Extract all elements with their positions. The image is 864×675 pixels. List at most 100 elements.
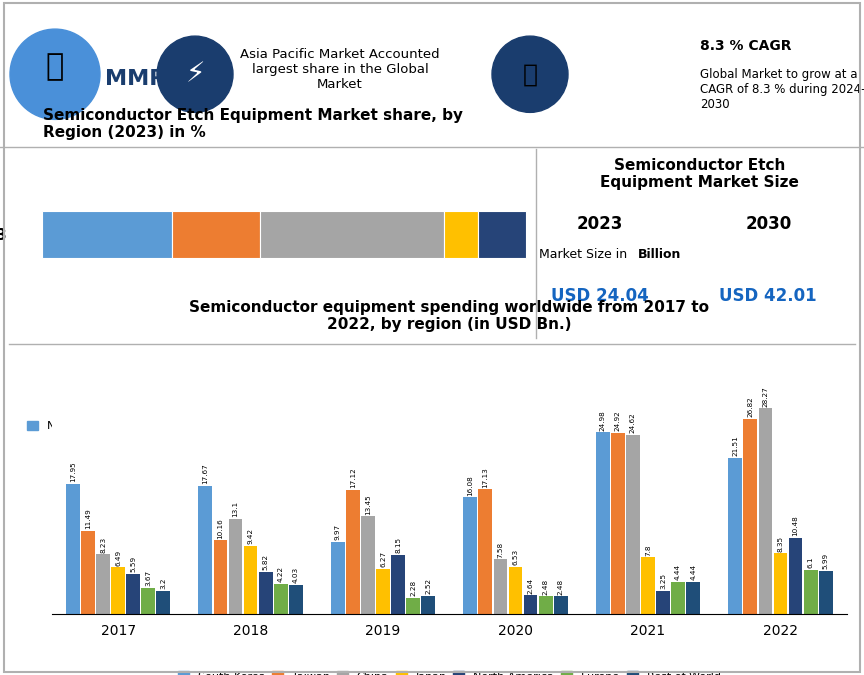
Text: 17.12: 17.12 (350, 467, 356, 488)
Text: 2.28: 2.28 (410, 580, 416, 596)
Text: 6.53: 6.53 (512, 549, 518, 565)
Circle shape (157, 36, 233, 112)
Text: 2.52: 2.52 (425, 578, 431, 595)
Circle shape (10, 29, 100, 119)
Text: 24.62: 24.62 (630, 412, 636, 433)
Text: 4.44: 4.44 (675, 564, 681, 580)
Bar (81, 531, 95, 614)
Text: 4.44: 4.44 (690, 564, 696, 580)
Text: 8.35: 8.35 (778, 536, 784, 552)
Bar (229, 519, 243, 614)
Text: 2.48: 2.48 (543, 578, 549, 595)
Bar (259, 211, 443, 258)
Text: 2.64: 2.64 (528, 577, 534, 593)
Bar (156, 591, 170, 614)
Bar (596, 432, 610, 614)
Text: MMR: MMR (105, 70, 166, 89)
Text: 6.1: 6.1 (808, 557, 814, 568)
Text: 17.13: 17.13 (482, 467, 488, 488)
Bar (641, 558, 655, 614)
Text: 17.95: 17.95 (70, 461, 76, 482)
Text: 2023: 2023 (577, 215, 624, 233)
Bar (479, 489, 492, 614)
Bar (361, 516, 375, 614)
Text: 9.97: 9.97 (335, 524, 341, 540)
Text: USD 42.01: USD 42.01 (720, 287, 817, 305)
Bar (376, 568, 390, 614)
Text: Billion: Billion (638, 248, 681, 261)
Text: 7.8: 7.8 (645, 545, 651, 556)
Bar (406, 597, 420, 614)
Text: 🌐: 🌐 (46, 52, 64, 81)
Bar (66, 483, 79, 614)
Circle shape (492, 36, 568, 112)
Bar (391, 555, 405, 614)
Text: 28.27: 28.27 (762, 386, 768, 407)
Text: ⚡: ⚡ (185, 60, 205, 88)
Text: 9.42: 9.42 (248, 528, 253, 544)
Text: 3.2: 3.2 (160, 578, 166, 589)
Text: 8.23: 8.23 (100, 537, 106, 553)
Bar (213, 540, 227, 614)
Bar (626, 435, 640, 614)
Text: 16.08: 16.08 (467, 475, 473, 495)
Text: Global Market to grow at a
CAGR of 8.3 % during 2024-
2030: Global Market to grow at a CAGR of 8.3 %… (700, 68, 864, 111)
Text: 4.22: 4.22 (277, 566, 283, 582)
Bar (509, 567, 523, 614)
Bar (686, 582, 700, 614)
Text: 5.82: 5.82 (263, 554, 269, 570)
Bar (656, 591, 670, 614)
Bar (289, 585, 302, 614)
Bar (244, 545, 257, 614)
Text: Asia Pacific Market Accounted
largest share in the Global
Market: Asia Pacific Market Accounted largest sh… (240, 48, 440, 90)
Text: 7.58: 7.58 (498, 541, 504, 558)
Text: 5.59: 5.59 (130, 556, 137, 572)
Text: Semiconductor Etch
Equipment Market Size: Semiconductor Etch Equipment Market Size (600, 158, 799, 190)
Text: 2030: 2030 (745, 215, 791, 233)
Bar (443, 211, 478, 258)
Bar (422, 596, 435, 614)
Text: 6.27: 6.27 (380, 551, 386, 567)
Bar (331, 541, 345, 614)
Bar (773, 554, 787, 614)
Text: 8.15: 8.15 (395, 537, 401, 554)
Bar (554, 596, 568, 614)
Text: 3.25: 3.25 (660, 573, 666, 589)
Bar (611, 433, 625, 614)
Bar (346, 489, 360, 614)
Bar (274, 583, 288, 614)
Legend: North America, Europe, Asia Pacific, MEA, South America: North America, Europe, Asia Pacific, MEA… (22, 416, 456, 436)
Bar (463, 497, 477, 614)
Bar (524, 595, 537, 614)
Bar (819, 570, 833, 614)
Legend: South Korea, Taiwan, China, Japan, North America, Europe, Rest of World: South Korea, Taiwan, China, Japan, North… (174, 667, 725, 675)
Text: 10.16: 10.16 (218, 518, 224, 539)
Bar (539, 596, 553, 614)
Text: 21.51: 21.51 (733, 435, 739, 456)
Bar (671, 582, 685, 614)
Bar (258, 572, 272, 614)
Bar (172, 211, 259, 258)
Text: 11.49: 11.49 (85, 508, 91, 529)
Bar (804, 570, 817, 614)
Bar (728, 458, 742, 614)
Text: 26.82: 26.82 (747, 397, 753, 417)
Bar (493, 559, 507, 614)
Title: Semiconductor equipment spending worldwide from 2017 to
2022, by region (in USD : Semiconductor equipment spending worldwi… (189, 300, 709, 332)
Bar (126, 574, 140, 614)
Bar (142, 587, 156, 614)
Text: 🔥: 🔥 (523, 62, 537, 86)
Text: 4.03: 4.03 (293, 567, 299, 583)
Bar (759, 408, 772, 614)
Bar (478, 211, 526, 258)
Text: 5.99: 5.99 (823, 553, 829, 569)
Text: 24.98: 24.98 (600, 410, 606, 431)
Text: Semiconductor Etch Equipment Market share, by
Region (2023) in %: Semiconductor Etch Equipment Market shar… (43, 108, 463, 140)
Text: Market Size in: Market Size in (539, 248, 632, 261)
Bar (111, 567, 125, 614)
Text: 6.49: 6.49 (115, 549, 121, 566)
Bar (789, 538, 803, 614)
Text: 3.67: 3.67 (145, 570, 151, 586)
Text: USD 24.04: USD 24.04 (551, 287, 649, 305)
Bar (96, 554, 110, 614)
